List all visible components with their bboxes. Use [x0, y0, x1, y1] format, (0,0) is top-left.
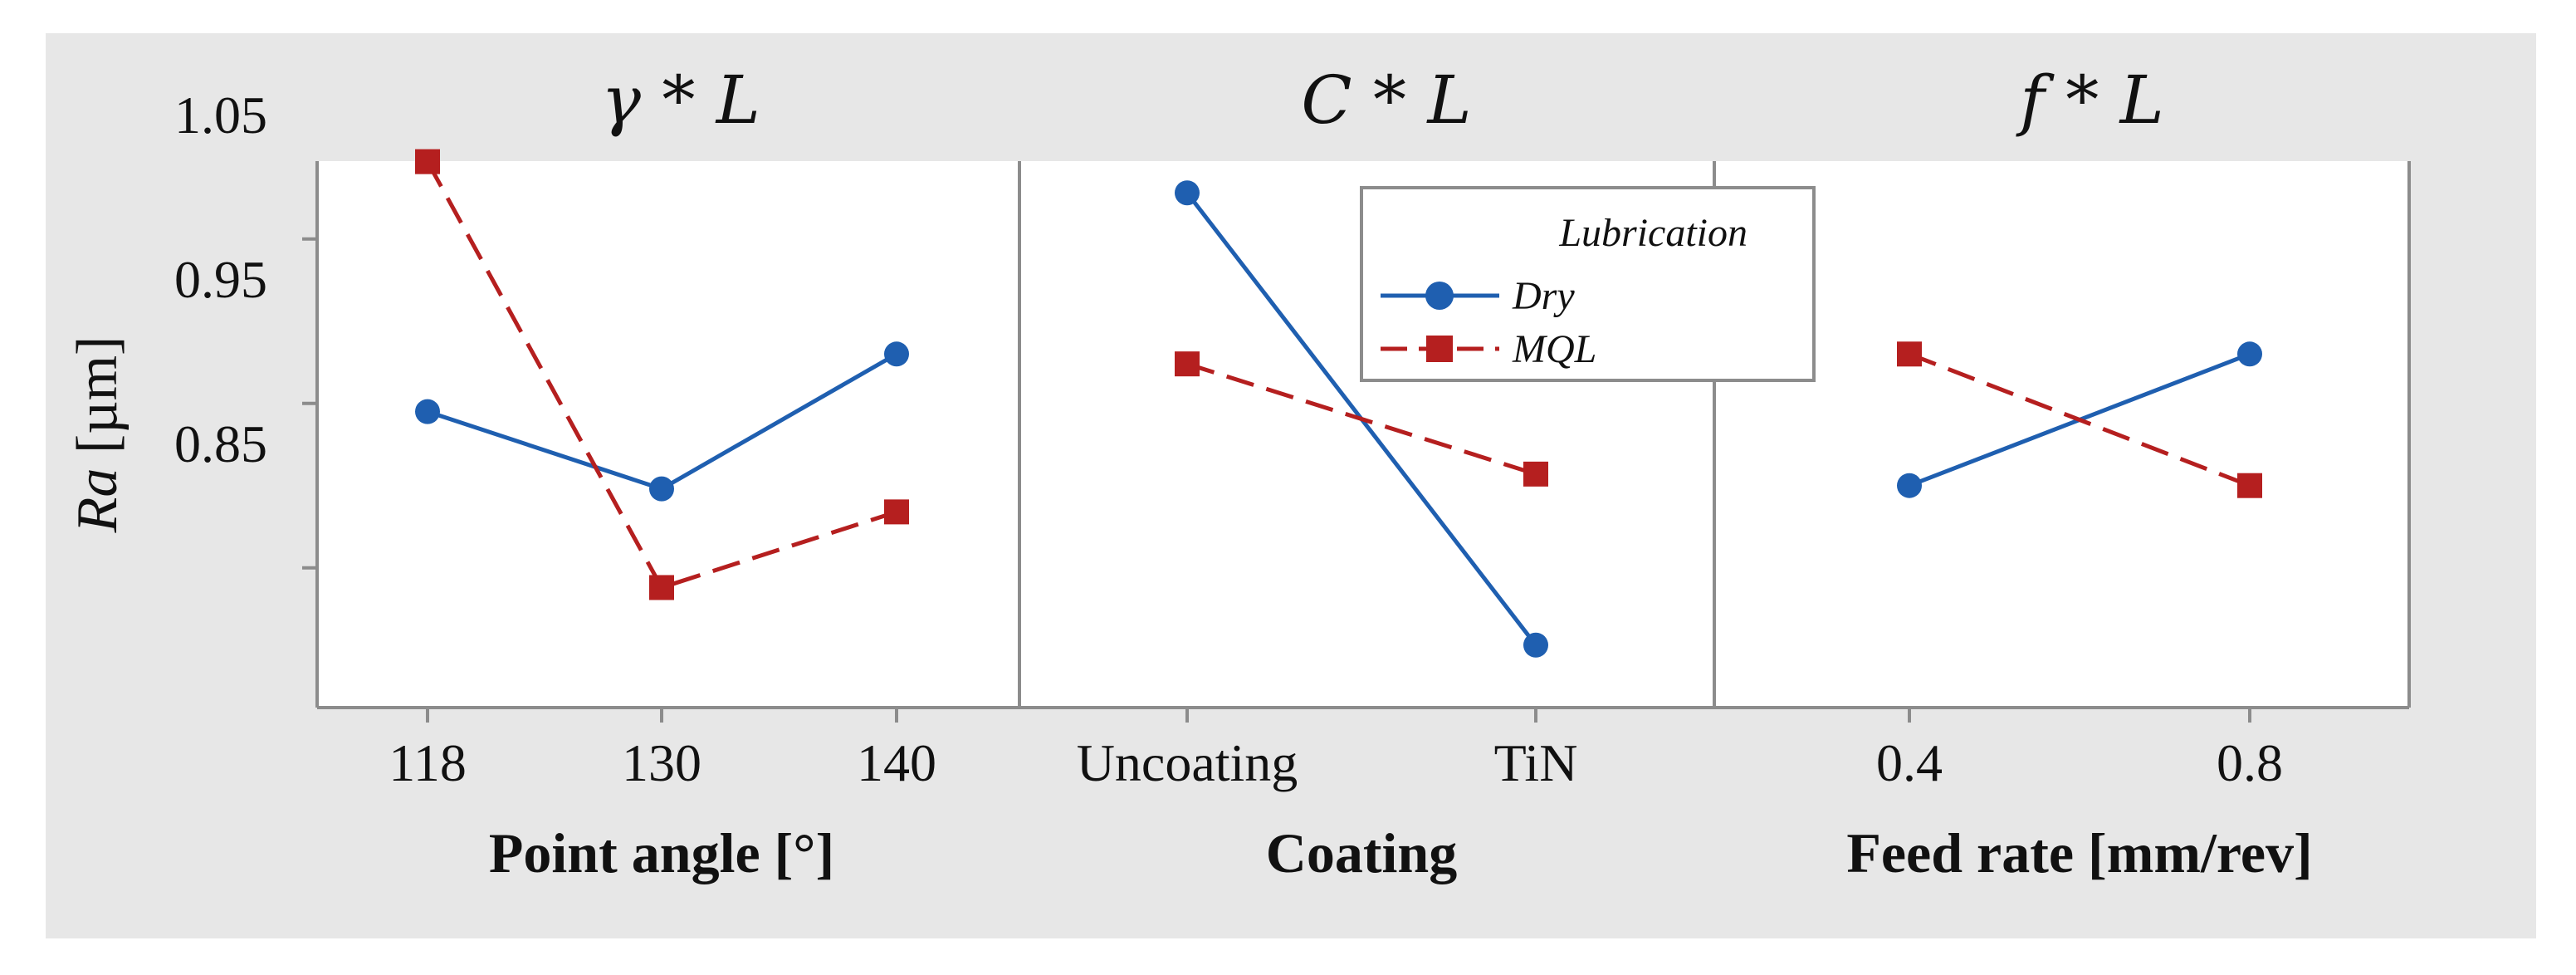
data-point-dry [649, 476, 674, 502]
panel-title: f * L [2016, 61, 2164, 139]
data-point-mql [2237, 473, 2262, 498]
y-tick-label: 0.85 [174, 414, 267, 473]
data-point-dry [415, 399, 440, 424]
series-line-mql [1186, 361, 1537, 477]
x-axis-label: Coating [1266, 821, 1457, 884]
data-point-mql [1175, 351, 1200, 377]
data-point-dry [884, 341, 909, 367]
legend: Lubrication Dry MQL [1360, 186, 1816, 382]
x-axis-label: Point angle [°] [489, 821, 834, 884]
y-axis-label: Ra [µm] [66, 336, 130, 534]
panel-title: γ * L [601, 61, 760, 139]
x-tick-label: TiN [1494, 733, 1578, 792]
data-point-mql [415, 149, 440, 174]
x-axis-label: Feed rate [mm/rev] [1846, 821, 2312, 884]
y-axis-label-unit: [µm] [66, 336, 130, 468]
y-tick-label: 1.05 [174, 86, 267, 145]
data-point-mql [1523, 461, 1548, 487]
x-tick-label: Uncoating [1077, 733, 1298, 792]
x-tick-label: 0.4 [1876, 733, 1943, 792]
x-tick-label: 118 [389, 733, 467, 792]
legend-dry-marker [1425, 282, 1454, 310]
panel-title: C * L [1301, 61, 1471, 139]
data-point-dry [1175, 180, 1200, 206]
legend-title: Lubrication [1558, 211, 1747, 255]
y-axis-label-italic: Ra [66, 468, 130, 534]
data-point-dry [2237, 341, 2262, 367]
x-tick-label: 130 [622, 733, 701, 792]
series-line-mql [425, 160, 897, 590]
x-tick-label: 140 [857, 733, 936, 792]
data-point-dry [1897, 473, 1922, 498]
x-tick-label: 0.8 [2217, 733, 2283, 792]
data-point-dry [1523, 632, 1548, 658]
data-point-mql [1897, 341, 1922, 367]
legend-item-label: MQL [1512, 327, 1596, 371]
y-tick-label: 0.95 [174, 250, 267, 309]
legend-mql-marker [1426, 336, 1453, 362]
series-line-mql [1909, 351, 2251, 488]
data-series [415, 149, 2262, 658]
data-point-mql [884, 499, 909, 525]
legend-item-label: Dry [1512, 274, 1575, 318]
axes [302, 161, 2411, 723]
data-point-mql [649, 575, 674, 600]
